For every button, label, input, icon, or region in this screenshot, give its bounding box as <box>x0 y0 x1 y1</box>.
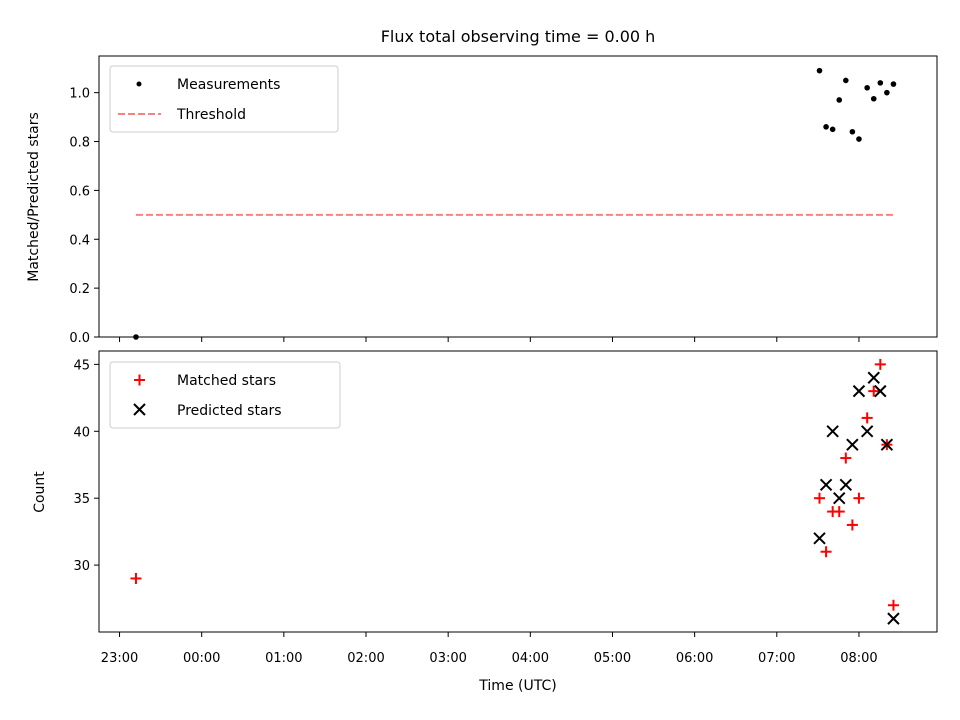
measurement-point <box>849 128 856 135</box>
predicted-star-point <box>852 384 866 398</box>
legend-measurements-marker <box>136 81 142 87</box>
x-tick-label: 00:00 <box>183 651 220 666</box>
matched-star-point <box>833 506 845 518</box>
matched-star-point <box>840 452 852 464</box>
predicted-star-point <box>826 425 839 438</box>
x-tick-label: 03:00 <box>429 651 466 666</box>
count-y-axis-label: Count <box>32 471 48 513</box>
predicted-star-point <box>874 384 887 398</box>
measurement-point <box>836 97 843 103</box>
predicted-star-point <box>860 425 874 438</box>
y-tick-label: 1.0 <box>69 87 90 102</box>
measurement-point <box>870 95 877 102</box>
x-axis-label: Time (UTC) <box>478 678 556 694</box>
predicted-star-point <box>887 612 900 625</box>
count-panel: 23:00 00:00 01:00 02:00 03:00 04:00 05:00 06:00… <box>32 350 938 694</box>
y-tick-label: 35 <box>73 492 90 507</box>
legend-measurements-label: Measurements <box>177 77 280 93</box>
predicted-star-point <box>846 438 859 451</box>
matched-star-point <box>820 546 832 558</box>
matched-star-point <box>130 572 142 584</box>
x-tick-label: 04:00 <box>512 651 549 666</box>
count-plot-area <box>98 350 938 633</box>
ratio-y-axis-label: Matched/Predicted stars <box>26 112 42 282</box>
measurement-point <box>864 84 870 91</box>
predicted-star-point <box>867 371 880 384</box>
matched-star-point <box>814 492 826 504</box>
ratio-panel: 0.0 0.2 0.4 0.6 0.8 1.0 Matched/Predicted sta… <box>26 55 938 346</box>
measurement-point <box>884 89 890 96</box>
predicted-star-point <box>839 478 853 492</box>
matched-star-point <box>846 519 858 531</box>
matched-star-point <box>887 599 899 611</box>
ratio-plot-area <box>98 55 938 338</box>
matched-star-point <box>874 358 886 370</box>
x-tick-label: 07:00 <box>758 651 795 666</box>
matched-star-point <box>861 412 873 424</box>
x-tick-label: 23:00 <box>101 651 138 666</box>
measurement-point <box>829 126 836 133</box>
measurement-point <box>816 67 823 74</box>
predicted-star-point <box>833 491 846 505</box>
legend-matched-label: Matched stars <box>177 373 276 389</box>
count-legend: Matched stars Predicted stars <box>109 361 341 429</box>
legend-predicted-marker <box>133 403 146 416</box>
x-tick-label: 06:00 <box>676 651 713 666</box>
x-tick-label: 05:00 <box>594 651 631 666</box>
legend-predicted-label: Predicted stars <box>177 403 282 419</box>
matched-star-point <box>868 385 880 397</box>
y-tick-label: 0.8 <box>69 136 90 151</box>
y-tick-label: 30 <box>73 559 90 574</box>
x-tick-label: 02:00 <box>347 651 384 666</box>
predicted-star-point <box>813 532 826 545</box>
ratio-legend: Measurements Threshold <box>109 65 339 133</box>
legend-matched-marker <box>134 374 145 386</box>
y-tick-label: 0.4 <box>69 233 90 248</box>
y-tick-label: 0.2 <box>69 282 90 297</box>
y-tick-label: 0.6 <box>69 184 90 199</box>
measurement-point <box>856 136 862 142</box>
measurement-point <box>877 80 884 86</box>
measurement-point <box>823 124 829 130</box>
predicted-star-point <box>819 478 833 492</box>
measurement-point <box>890 81 897 87</box>
x-tick-label: 08:00 <box>840 651 877 666</box>
chart-title: Flux total observing time = 0.00 h <box>381 27 656 46</box>
y-tick-label: 45 <box>73 358 90 373</box>
legend-threshold-label: Threshold <box>176 107 246 123</box>
x-tick-label: 01:00 <box>265 651 302 666</box>
predicted-star-point <box>880 438 894 451</box>
y-tick-label: 40 <box>73 425 90 440</box>
measurement-point <box>843 77 849 84</box>
y-tick-label: 0.0 <box>69 331 90 346</box>
matched-star-point <box>853 492 865 504</box>
